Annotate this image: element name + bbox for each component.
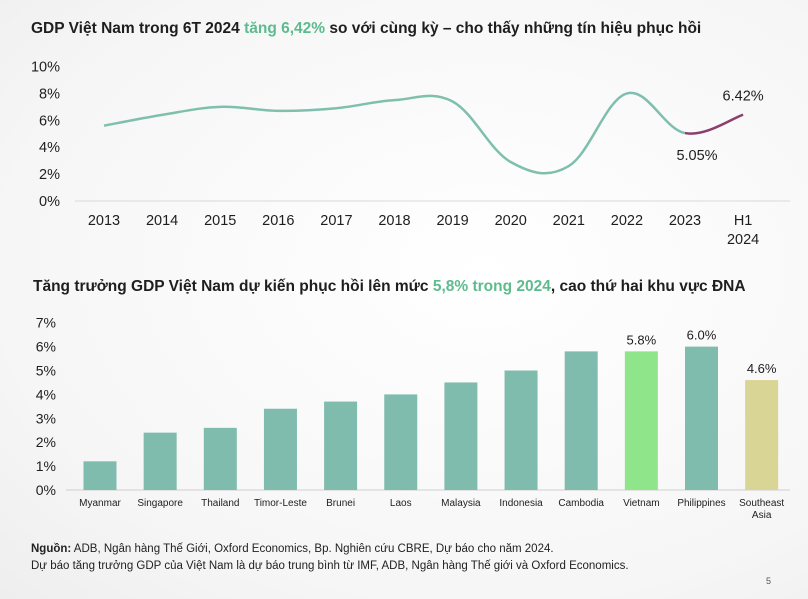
x-tick-label: 2024 <box>727 232 759 248</box>
x-tick-label: 2022 <box>611 213 643 229</box>
title-text: Tăng trưởng GDP Việt Nam dự kiến phục hồ… <box>33 278 433 295</box>
gdp-line-chart: 0% 2% 4% 6% 8% 10% 2013 2014 2015 2016 2017 2018 201… <box>31 60 790 248</box>
source-note: Dự báo tăng trưởng GDP của Việt Nam là d… <box>31 560 629 572</box>
x-tick-label: 2013 <box>88 213 120 229</box>
x-tick-label: 2021 <box>553 213 585 229</box>
title-text: GDP Việt Nam trong 6T 2024 <box>31 20 245 37</box>
x-tick-label: 2023 <box>669 213 701 229</box>
page-number: 5 <box>766 576 772 586</box>
title-highlight: 5,8% trong 2024 <box>432 278 551 295</box>
y-tick-label: 10% <box>31 60 60 76</box>
y-tick-label: 8% <box>39 86 60 102</box>
y-tick-label: 6% <box>39 113 60 129</box>
x-tick-label: 2020 <box>495 213 527 229</box>
data-label: 6.42% <box>723 89 764 105</box>
source-line: Nguồn: ADB, Ngân hàng Thế Giới, Oxford E… <box>31 543 554 555</box>
source-text: ADB, Ngân hàng Thế Giới, Oxford Economic… <box>71 543 554 555</box>
gdp-series-line <box>103 91 686 175</box>
bar-chart-title: Tăng trưởng GDP Việt Nam dự kiến phục hồ… <box>33 278 746 296</box>
data-label: 5.05% <box>676 148 717 164</box>
y-tick-label: 0% <box>39 194 60 210</box>
y-tick-label: 4% <box>39 140 60 156</box>
source-label: Nguồn: <box>31 543 72 555</box>
x-tick-label: 2018 <box>378 213 410 229</box>
line-chart-title: GDP Việt Nam trong 6T 2024 tăng 6,42% so… <box>31 20 701 38</box>
x-tick-label: 2015 <box>204 213 236 229</box>
x-tick-label: H1 <box>734 213 753 229</box>
title-text-end: , cao thứ hai khu vực ĐNA <box>550 278 746 295</box>
x-tick-label: 2014 <box>146 213 178 229</box>
x-tick-label: 2019 <box>436 213 468 229</box>
title-highlight: tăng 6,42% <box>244 20 326 37</box>
gdp-highlight-line <box>684 113 744 135</box>
y-tick-label: 2% <box>39 167 60 183</box>
title-text-end: so với cùng kỳ – cho thấy những tín hiệu… <box>325 20 702 37</box>
x-tick-label: 2017 <box>320 213 352 229</box>
x-tick-label: 2016 <box>262 213 294 229</box>
